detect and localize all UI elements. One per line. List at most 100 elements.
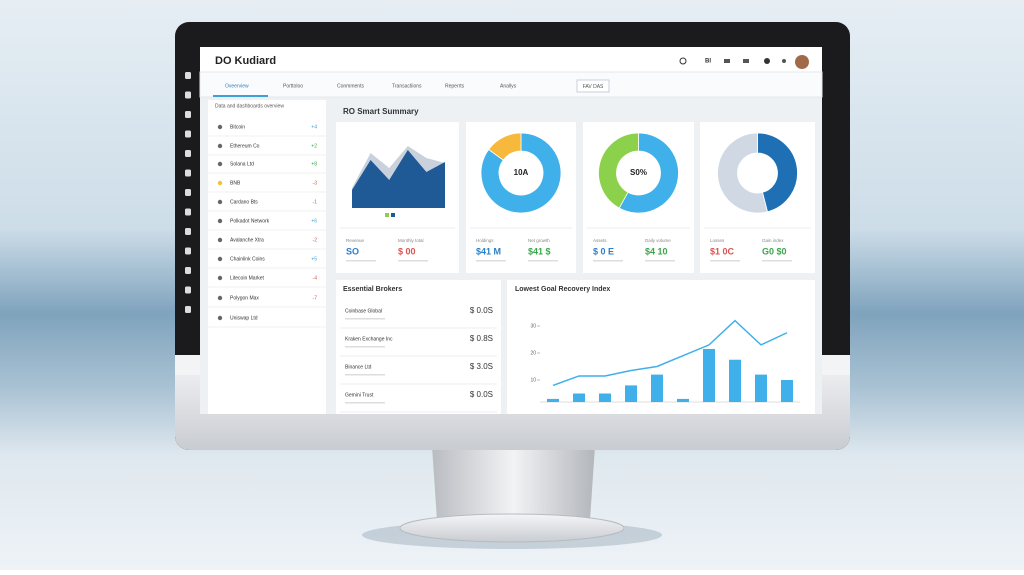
item-badge: -7 xyxy=(313,295,318,301)
stat-value: G0 $0 xyxy=(762,246,787,256)
stat-value: $1 0C xyxy=(710,246,735,256)
nav-icon[interactable] xyxy=(185,150,191,157)
donut-center: S0% xyxy=(630,168,647,177)
panel-title: Essential Brokers xyxy=(343,286,402,293)
item-badge: +2 xyxy=(311,143,317,149)
item-icon xyxy=(217,256,223,262)
donut-slice xyxy=(598,132,639,209)
item-label[interactable]: Uniswap Ltd xyxy=(230,315,258,321)
y-tick-label: 30 xyxy=(530,323,536,329)
stat-line xyxy=(762,260,792,262)
nav-icon[interactable] xyxy=(185,228,191,235)
icon[interactable] xyxy=(782,59,786,63)
item-label[interactable]: Bitcoin xyxy=(230,124,245,130)
tab[interactable]: Porttoloo xyxy=(283,83,303,89)
tab[interactable]: Reperrts xyxy=(445,83,465,89)
item-badge: -1 xyxy=(313,199,318,205)
stat-value: $4 10 xyxy=(645,246,668,256)
broker-name[interactable]: Binance Ltd xyxy=(345,364,372,370)
avatar[interactable] xyxy=(795,55,809,69)
stat-label: Losses xyxy=(710,238,725,243)
item-label[interactable]: BNB xyxy=(230,180,241,186)
broker-name[interactable]: Coinbase Global xyxy=(345,308,382,314)
nav-icon[interactable] xyxy=(185,72,191,79)
search-icon[interactable] xyxy=(679,57,687,65)
stat-line xyxy=(346,260,376,262)
area xyxy=(352,150,445,208)
bar xyxy=(599,393,611,402)
stat-line xyxy=(476,260,506,262)
item-badge: -2 xyxy=(313,237,318,243)
bar xyxy=(729,359,741,402)
item-label[interactable]: Chainlink Coins xyxy=(230,256,265,262)
item-icon xyxy=(217,315,223,321)
tab[interactable]: Anallys xyxy=(500,83,517,89)
item-label[interactable]: Litecoin Market xyxy=(230,275,265,281)
icon[interactable] xyxy=(764,58,770,64)
item-badge: +4 xyxy=(311,124,317,130)
nav-icon[interactable] xyxy=(185,169,191,177)
stat-value: $ 0 E xyxy=(593,246,614,256)
tab-bar xyxy=(199,71,823,98)
item-label[interactable]: Solana Ltd xyxy=(230,161,254,167)
item-icon xyxy=(217,124,223,130)
bar xyxy=(677,398,689,402)
broker-value: $ 3.0S xyxy=(470,362,493,371)
nav-icon[interactable] xyxy=(185,247,191,255)
item-icon xyxy=(217,161,223,167)
nav-icon[interactable] xyxy=(185,189,191,196)
item-icon xyxy=(217,143,223,149)
broker-sub xyxy=(345,318,385,320)
icon[interactable] xyxy=(724,59,730,63)
nav-icon[interactable] xyxy=(185,130,191,138)
broker-value: $ 0.8S xyxy=(470,334,493,343)
tab[interactable]: Oveerview xyxy=(225,83,249,89)
stat-label: Daily volume xyxy=(645,238,671,243)
stat-label: Holdings xyxy=(476,238,494,243)
item-badge: +8 xyxy=(311,161,317,167)
tab[interactable]: Transactiions xyxy=(392,83,422,89)
tab[interactable]: Conmments xyxy=(337,83,364,89)
stat-line xyxy=(528,260,558,262)
stat-line xyxy=(593,260,623,262)
tab-button[interactable] xyxy=(576,79,610,93)
stat-value: $ 00 xyxy=(398,246,416,256)
stat-value: $41 $ xyxy=(528,246,551,256)
stat-line xyxy=(645,260,675,262)
nav-icon[interactable] xyxy=(185,91,191,99)
bar xyxy=(547,398,559,402)
item-badge: +6 xyxy=(311,218,317,224)
tab-button-label: FAV DAS xyxy=(583,84,604,90)
stat-label: Net growth xyxy=(528,238,550,243)
item-label[interactable]: Polygon Max xyxy=(230,295,259,301)
broker-name[interactable]: Gemini Trust xyxy=(345,392,374,398)
header-bar xyxy=(200,47,822,72)
nav-icon[interactable] xyxy=(185,111,191,118)
item-label[interactable]: Polkadot Network xyxy=(230,218,270,224)
item-label[interactable]: Cardano Bts xyxy=(230,199,258,205)
stat-value: SO xyxy=(346,246,359,256)
donut-slice xyxy=(717,132,768,214)
item-badge: +5 xyxy=(311,256,317,262)
nav-icon[interactable] xyxy=(185,267,191,274)
bar xyxy=(573,393,585,402)
broker-name[interactable]: Kraken Exchange Inc xyxy=(345,336,393,342)
user-initials: BI xyxy=(705,59,711,65)
nav-icon[interactable] xyxy=(185,286,191,294)
item-icon xyxy=(217,199,223,205)
icon[interactable] xyxy=(743,59,749,63)
broker-value: $ 0.0S xyxy=(470,306,493,315)
nav-icon[interactable] xyxy=(185,208,191,216)
bar xyxy=(755,374,767,402)
broker-sub xyxy=(345,346,385,348)
y-tick-label: 20 xyxy=(530,350,536,356)
y-tick-label: 10 xyxy=(530,377,536,383)
line xyxy=(552,319,788,387)
item-label[interactable]: Ethereum Co xyxy=(230,143,260,149)
item-label[interactable]: Avalanche Xtra xyxy=(230,237,264,243)
nav-icon[interactable] xyxy=(185,306,191,313)
item-icon xyxy=(217,237,223,243)
bar xyxy=(703,348,715,402)
donut-center: 10A xyxy=(514,168,529,177)
